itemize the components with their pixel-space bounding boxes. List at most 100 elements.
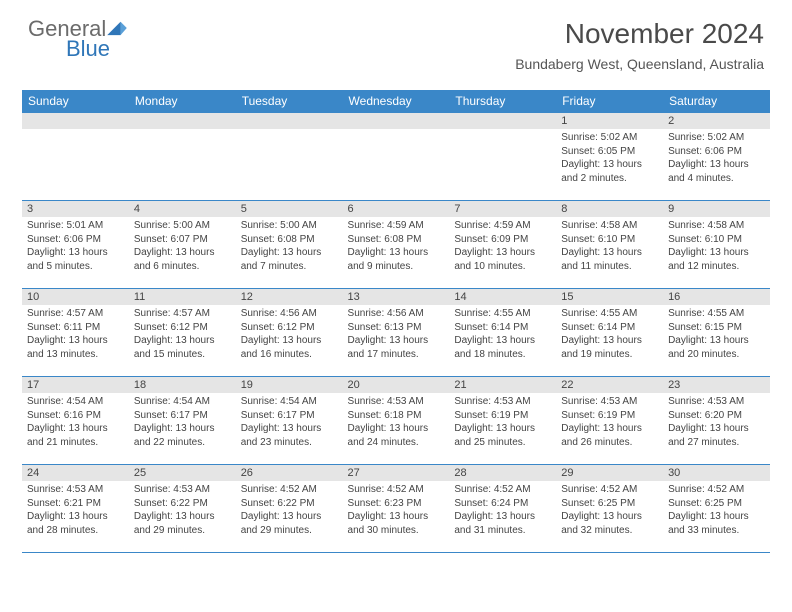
- calendar-cell: 3Sunrise: 5:01 AMSunset: 6:06 PMDaylight…: [22, 201, 129, 289]
- calendar-table: SundayMondayTuesdayWednesdayThursdayFrid…: [22, 90, 770, 553]
- day-number: 7: [449, 201, 556, 217]
- day-content: Sunrise: 4:54 AMSunset: 6:17 PMDaylight:…: [236, 393, 343, 453]
- calendar-week-row: 3Sunrise: 5:01 AMSunset: 6:06 PMDaylight…: [22, 201, 770, 289]
- daylight-line: Daylight: 13 hours and 23 minutes.: [241, 422, 338, 449]
- day-content: Sunrise: 4:52 AMSunset: 6:25 PMDaylight:…: [556, 481, 663, 541]
- calendar-cell: 8Sunrise: 4:58 AMSunset: 6:10 PMDaylight…: [556, 201, 663, 289]
- daylight-line: Daylight: 13 hours and 12 minutes.: [668, 246, 765, 273]
- day-header: Wednesday: [343, 90, 450, 113]
- day-header: Saturday: [663, 90, 770, 113]
- sunset-line: Sunset: 6:12 PM: [134, 321, 231, 335]
- day-content: Sunrise: 4:52 AMSunset: 6:24 PMDaylight:…: [449, 481, 556, 541]
- day-header: Tuesday: [236, 90, 343, 113]
- day-number: 9: [663, 201, 770, 217]
- day-number: 1: [556, 113, 663, 129]
- sunrise-line: Sunrise: 4:52 AM: [454, 483, 551, 497]
- day-content: [22, 129, 129, 135]
- day-number: 15: [556, 289, 663, 305]
- logo: GeneralBlue: [28, 18, 127, 60]
- day-number: 22: [556, 377, 663, 393]
- sunset-line: Sunset: 6:09 PM: [454, 233, 551, 247]
- day-number: 25: [129, 465, 236, 481]
- day-header: Friday: [556, 90, 663, 113]
- daylight-line: Daylight: 13 hours and 11 minutes.: [561, 246, 658, 273]
- calendar-cell: [449, 113, 556, 201]
- sunrise-line: Sunrise: 4:52 AM: [561, 483, 658, 497]
- day-content: Sunrise: 4:53 AMSunset: 6:18 PMDaylight:…: [343, 393, 450, 453]
- daylight-line: Daylight: 13 hours and 33 minutes.: [668, 510, 765, 537]
- sunset-line: Sunset: 6:17 PM: [241, 409, 338, 423]
- sunset-line: Sunset: 6:19 PM: [454, 409, 551, 423]
- logo-text-blue: Blue: [66, 38, 127, 60]
- calendar-cell: 28Sunrise: 4:52 AMSunset: 6:24 PMDayligh…: [449, 465, 556, 553]
- day-content: Sunrise: 5:02 AMSunset: 6:05 PMDaylight:…: [556, 129, 663, 189]
- daylight-line: Daylight: 13 hours and 4 minutes.: [668, 158, 765, 185]
- day-number: 11: [129, 289, 236, 305]
- calendar-cell: 13Sunrise: 4:56 AMSunset: 6:13 PMDayligh…: [343, 289, 450, 377]
- sunrise-line: Sunrise: 4:52 AM: [348, 483, 445, 497]
- calendar-cell: 4Sunrise: 5:00 AMSunset: 6:07 PMDaylight…: [129, 201, 236, 289]
- day-number: 19: [236, 377, 343, 393]
- calendar-cell: 15Sunrise: 4:55 AMSunset: 6:14 PMDayligh…: [556, 289, 663, 377]
- daylight-line: Daylight: 13 hours and 9 minutes.: [348, 246, 445, 273]
- day-content: Sunrise: 4:52 AMSunset: 6:22 PMDaylight:…: [236, 481, 343, 541]
- day-content: Sunrise: 4:58 AMSunset: 6:10 PMDaylight:…: [556, 217, 663, 277]
- day-number: 5: [236, 201, 343, 217]
- day-content: Sunrise: 4:57 AMSunset: 6:12 PMDaylight:…: [129, 305, 236, 365]
- sunset-line: Sunset: 6:14 PM: [454, 321, 551, 335]
- day-content: Sunrise: 4:57 AMSunset: 6:11 PMDaylight:…: [22, 305, 129, 365]
- calendar-cell: 1Sunrise: 5:02 AMSunset: 6:05 PMDaylight…: [556, 113, 663, 201]
- sunset-line: Sunset: 6:14 PM: [561, 321, 658, 335]
- day-content: Sunrise: 4:53 AMSunset: 6:22 PMDaylight:…: [129, 481, 236, 541]
- day-content: Sunrise: 4:59 AMSunset: 6:08 PMDaylight:…: [343, 217, 450, 277]
- sunset-line: Sunset: 6:25 PM: [668, 497, 765, 511]
- day-number: 2: [663, 113, 770, 129]
- day-content: Sunrise: 4:53 AMSunset: 6:19 PMDaylight:…: [449, 393, 556, 453]
- calendar-cell: 16Sunrise: 4:55 AMSunset: 6:15 PMDayligh…: [663, 289, 770, 377]
- daylight-line: Daylight: 13 hours and 31 minutes.: [454, 510, 551, 537]
- calendar-cell: 10Sunrise: 4:57 AMSunset: 6:11 PMDayligh…: [22, 289, 129, 377]
- day-number: 16: [663, 289, 770, 305]
- calendar-cell: 21Sunrise: 4:53 AMSunset: 6:19 PMDayligh…: [449, 377, 556, 465]
- daylight-line: Daylight: 13 hours and 29 minutes.: [134, 510, 231, 537]
- calendar-cell: 22Sunrise: 4:53 AMSunset: 6:19 PMDayligh…: [556, 377, 663, 465]
- sunset-line: Sunset: 6:11 PM: [27, 321, 124, 335]
- calendar-cell: 20Sunrise: 4:53 AMSunset: 6:18 PMDayligh…: [343, 377, 450, 465]
- day-number: 14: [449, 289, 556, 305]
- day-number: 8: [556, 201, 663, 217]
- sunrise-line: Sunrise: 4:55 AM: [454, 307, 551, 321]
- sunrise-line: Sunrise: 4:53 AM: [454, 395, 551, 409]
- sunrise-line: Sunrise: 4:54 AM: [134, 395, 231, 409]
- daylight-line: Daylight: 13 hours and 21 minutes.: [27, 422, 124, 449]
- calendar-cell: 19Sunrise: 4:54 AMSunset: 6:17 PMDayligh…: [236, 377, 343, 465]
- day-number: [449, 113, 556, 129]
- daylight-line: Daylight: 13 hours and 2 minutes.: [561, 158, 658, 185]
- day-number: [236, 113, 343, 129]
- calendar-cell: [129, 113, 236, 201]
- calendar-head: SundayMondayTuesdayWednesdayThursdayFrid…: [22, 90, 770, 113]
- sunrise-line: Sunrise: 5:02 AM: [561, 131, 658, 145]
- sunset-line: Sunset: 6:24 PM: [454, 497, 551, 511]
- sunset-line: Sunset: 6:16 PM: [27, 409, 124, 423]
- calendar-cell: [236, 113, 343, 201]
- sunrise-line: Sunrise: 4:55 AM: [561, 307, 658, 321]
- sunrise-line: Sunrise: 5:02 AM: [668, 131, 765, 145]
- sunset-line: Sunset: 6:25 PM: [561, 497, 658, 511]
- day-content: Sunrise: 4:59 AMSunset: 6:09 PMDaylight:…: [449, 217, 556, 277]
- sunrise-line: Sunrise: 4:57 AM: [27, 307, 124, 321]
- sunrise-line: Sunrise: 4:53 AM: [27, 483, 124, 497]
- day-header: Monday: [129, 90, 236, 113]
- calendar-cell: 9Sunrise: 4:58 AMSunset: 6:10 PMDaylight…: [663, 201, 770, 289]
- calendar-cell: 30Sunrise: 4:52 AMSunset: 6:25 PMDayligh…: [663, 465, 770, 553]
- day-number: 10: [22, 289, 129, 305]
- sunrise-line: Sunrise: 4:56 AM: [348, 307, 445, 321]
- sunset-line: Sunset: 6:10 PM: [561, 233, 658, 247]
- day-content: Sunrise: 4:54 AMSunset: 6:16 PMDaylight:…: [22, 393, 129, 453]
- day-content: [129, 129, 236, 135]
- calendar-cell: [22, 113, 129, 201]
- day-number: 29: [556, 465, 663, 481]
- calendar-week-row: 1Sunrise: 5:02 AMSunset: 6:05 PMDaylight…: [22, 113, 770, 201]
- calendar-cell: 26Sunrise: 4:52 AMSunset: 6:22 PMDayligh…: [236, 465, 343, 553]
- daylight-line: Daylight: 13 hours and 26 minutes.: [561, 422, 658, 449]
- sunset-line: Sunset: 6:07 PM: [134, 233, 231, 247]
